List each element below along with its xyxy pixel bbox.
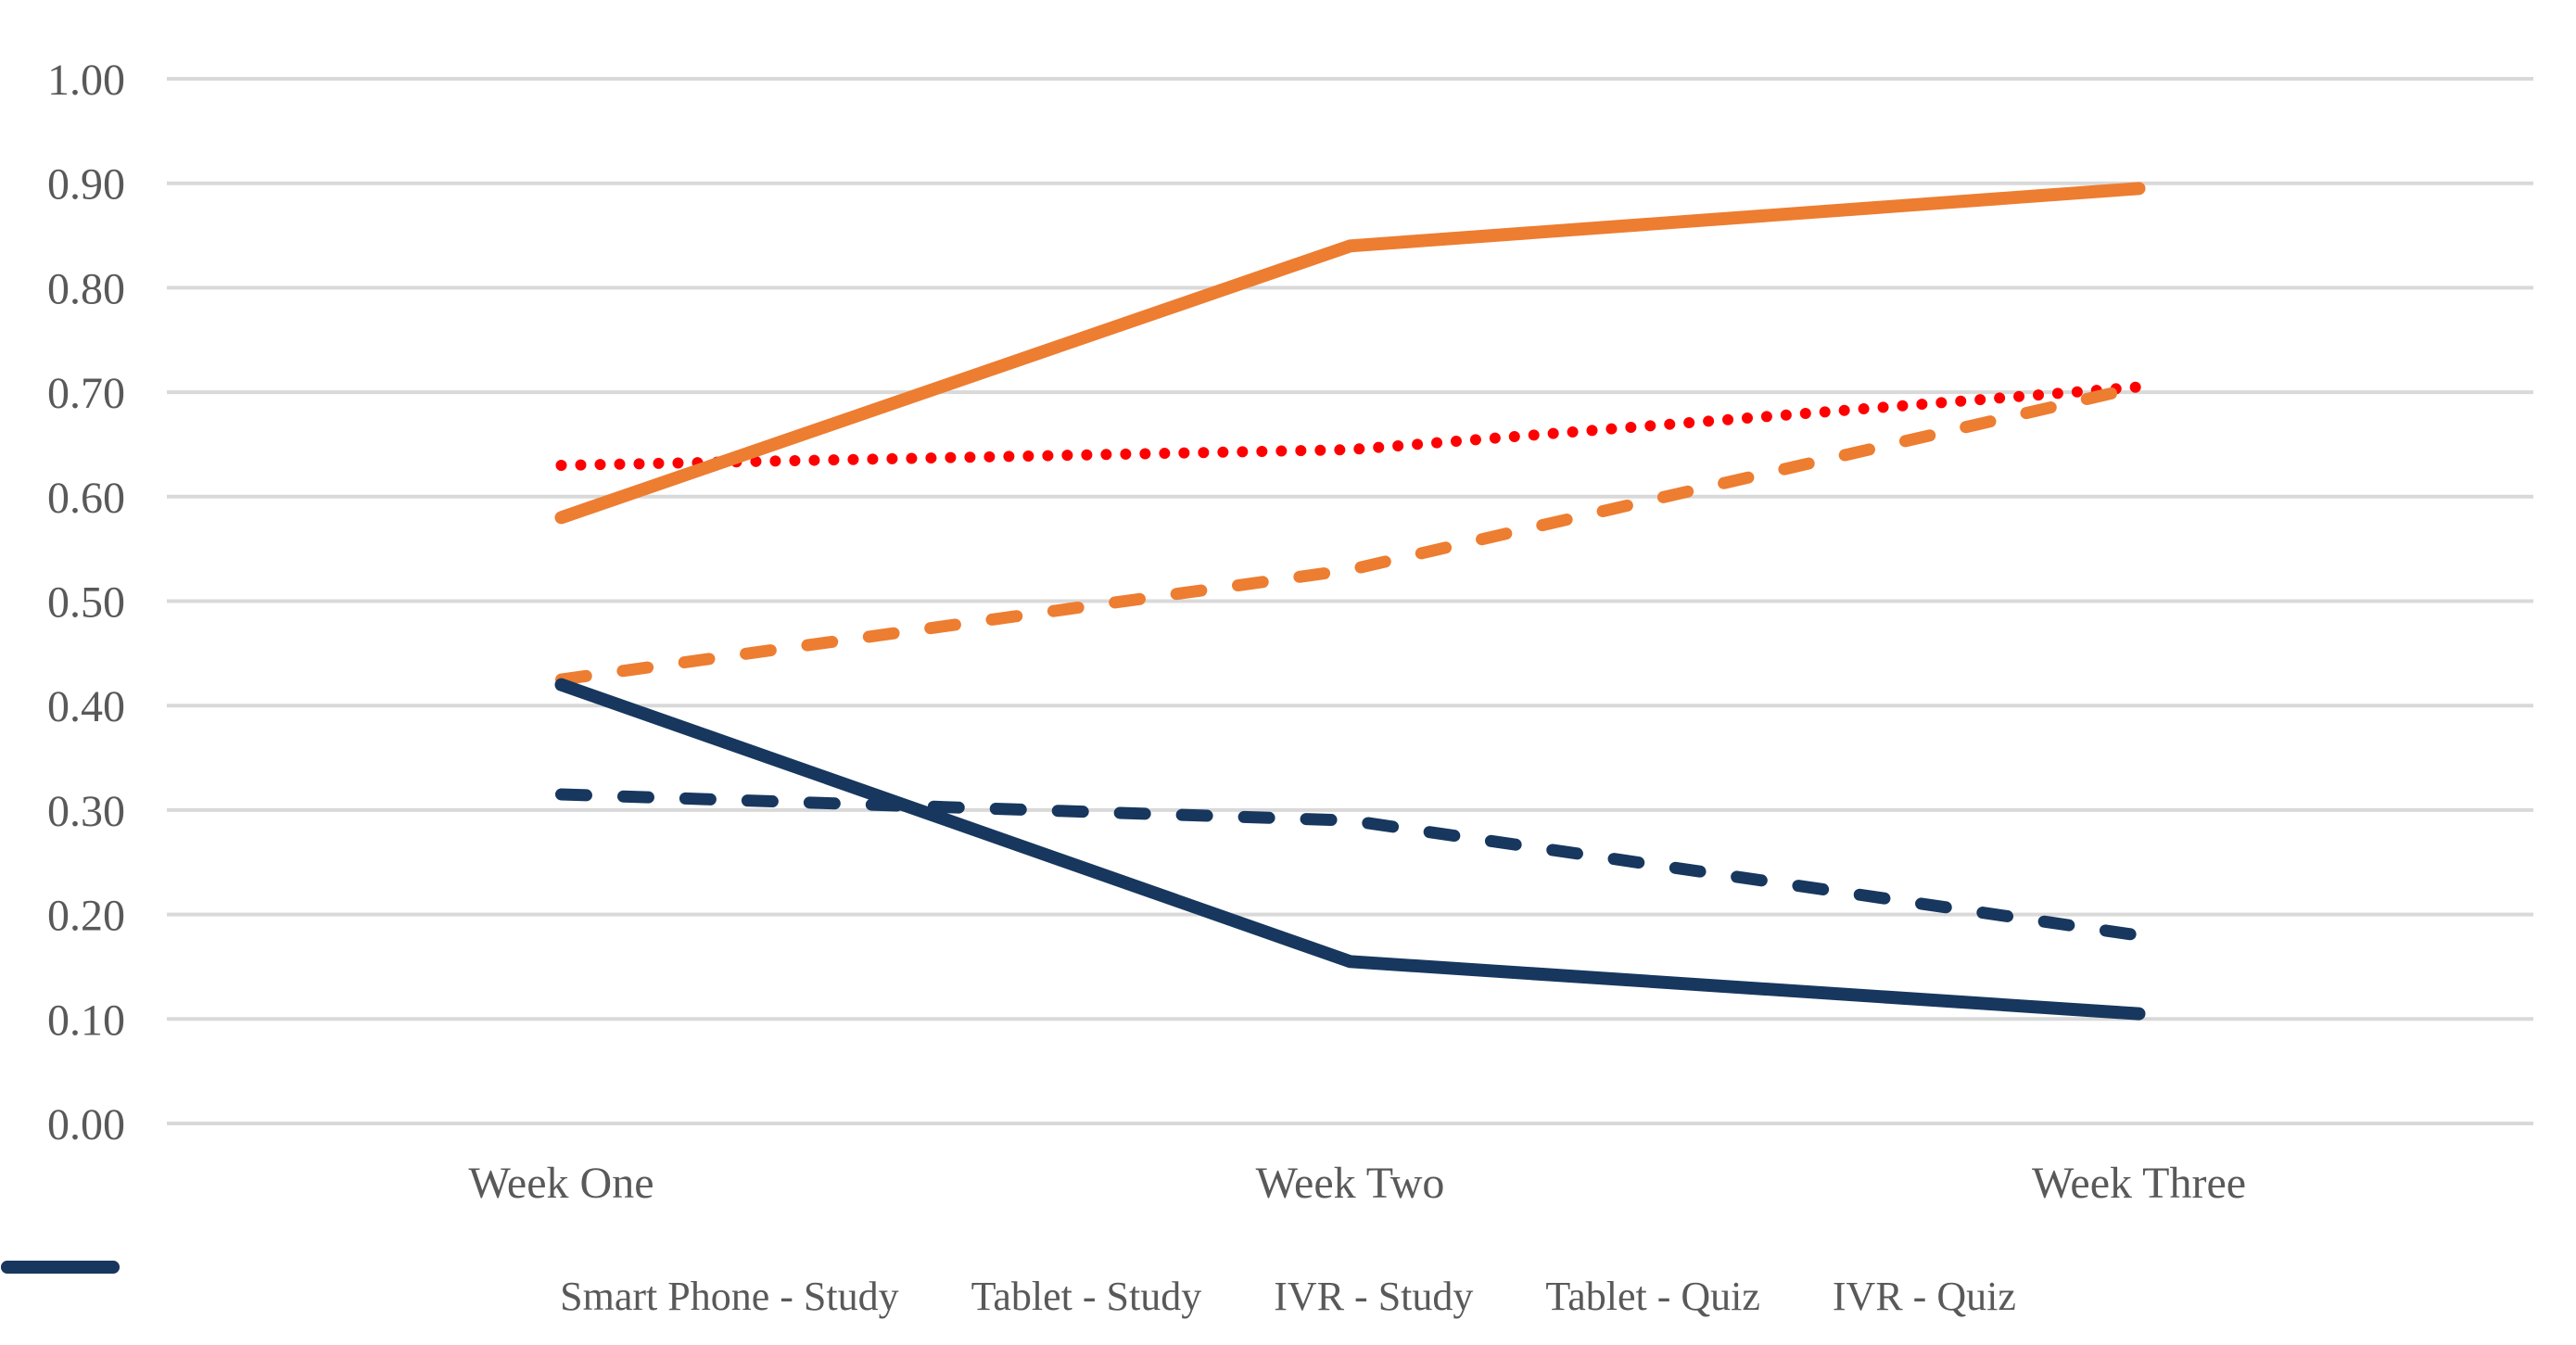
series-line-smart-phone-study (555, 381, 2145, 471)
legend-item-tablet-study: Tablet - Study (1, 1261, 1202, 1320)
legend-label: Tablet - Study (971, 1273, 1202, 1319)
legend-label: Tablet - Quiz (1545, 1273, 1760, 1319)
legend-item-tablet-quiz: Tablet - Quiz (1, 1261, 1760, 1320)
y-axis-tick-label: 0.70 (47, 369, 125, 418)
series-line-ivr-quiz (554, 678, 2146, 1021)
legend-label: IVR - Study (1274, 1273, 1474, 1319)
legend-label: Smart Phone - Study (560, 1273, 899, 1319)
x-axis-tick-label: Week Three (2032, 1159, 2246, 1208)
y-axis-tick-label: 0.00 (47, 1100, 125, 1149)
y-axis-tick-label: 0.90 (47, 160, 125, 209)
series-line-ivr-study (555, 788, 2145, 942)
legend: Smart Phone - Study Tablet - Study IVR - S… (0, 1259, 2576, 1333)
y-axis-tick-label: 0.80 (47, 264, 125, 313)
legend-item-ivr-study: IVR - Study (1, 1261, 1474, 1320)
y-axis-tick-label: 0.10 (47, 996, 125, 1045)
series-line-tablet-quiz (554, 182, 2146, 525)
series-line-tablet-study (555, 380, 2145, 686)
x-axis-tick-label: Week One (468, 1159, 654, 1208)
x-axis-tick-label: Week Two (1256, 1159, 1445, 1208)
legend-swatch-solid-icon (1, 1261, 120, 1274)
y-axis-tick-label: 0.20 (47, 892, 125, 941)
legend-item-ivr-quiz: IVR - Quiz (1, 1261, 2016, 1320)
legend-item-smart-phone-study: Smart Phone - Study (2, 1262, 899, 1320)
y-axis-tick-label: 0.40 (47, 682, 125, 731)
y-axis-tick-label: 1.00 (47, 56, 125, 105)
legend-label: IVR - Quiz (1832, 1273, 2016, 1319)
y-axis-tick-label: 0.30 (47, 787, 125, 836)
y-axis-tick-label: 0.60 (47, 474, 125, 523)
y-axis-tick-label: 0.50 (47, 578, 125, 628)
